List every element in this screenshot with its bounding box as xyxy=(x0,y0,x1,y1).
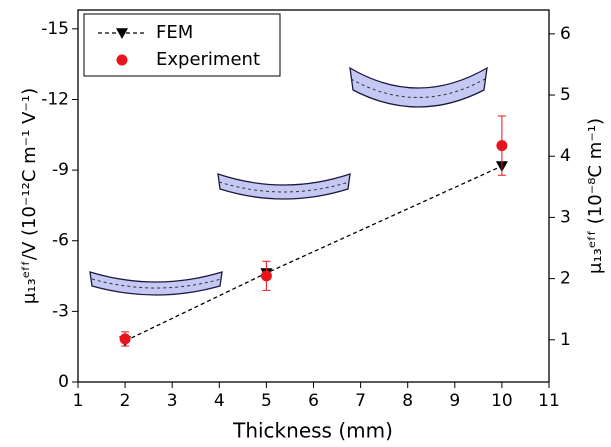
x-tick-label: 1 xyxy=(73,391,84,411)
y2-tick-label: 4 xyxy=(560,146,571,166)
y-tick-label: -6 xyxy=(52,231,69,251)
y2-tick-label: 3 xyxy=(560,207,571,227)
x-tick-label: 7 xyxy=(355,391,366,411)
y-tick-label: -3 xyxy=(52,301,69,321)
x-tick-label: 10 xyxy=(491,391,513,411)
experiment-marker xyxy=(496,140,508,152)
x-tick-label: 8 xyxy=(402,391,413,411)
x-tick-label: 9 xyxy=(449,391,460,411)
x-tick-label: 5 xyxy=(261,391,272,411)
y2-tick-label: 6 xyxy=(560,24,571,44)
x-axis-label: Thickness (mm) xyxy=(232,419,393,443)
y-tick-label: 0 xyxy=(58,372,69,392)
experiment-marker xyxy=(260,270,272,282)
legend xyxy=(83,13,281,77)
x-tick-label: 2 xyxy=(120,391,131,411)
x-tick-label: 6 xyxy=(308,391,319,411)
y-tick-label: -15 xyxy=(41,19,69,39)
x-tick-label: 11 xyxy=(538,391,560,411)
x-tick-label: 3 xyxy=(167,391,178,411)
legend-label: FEM xyxy=(156,22,193,43)
y2-tick-label: 1 xyxy=(560,330,571,350)
y2-axis-label: μ₁₃ᵉᶠᶠ (10⁻⁸C m⁻¹) xyxy=(585,118,606,274)
x-tick-label: 4 xyxy=(214,391,225,411)
legend-marker xyxy=(116,54,128,66)
beam-insets xyxy=(89,66,488,296)
legend-label: Experiment xyxy=(156,49,260,70)
experiment-marker xyxy=(119,333,131,345)
y2-tick-label: 5 xyxy=(560,85,571,105)
y-tick-label: -12 xyxy=(41,89,69,109)
y-tick-label: -9 xyxy=(52,160,69,180)
y2-tick-label: 2 xyxy=(560,269,571,289)
legend-marker xyxy=(116,28,128,39)
y-axis-label: μ₁₃ᵉᶠᶠ/V (10⁻¹²C m⁻¹ V⁻¹) xyxy=(19,88,40,304)
